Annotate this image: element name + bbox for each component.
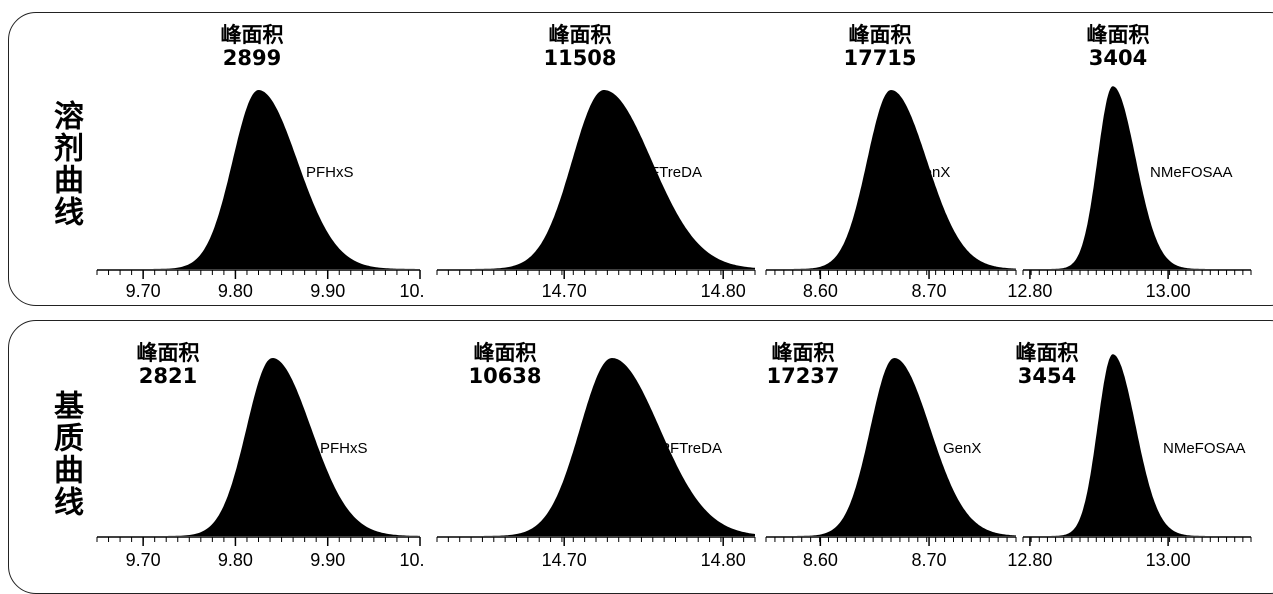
x-tick-label: 10. (399, 281, 424, 301)
peak-area-title: 峰面积 17237 (766, 341, 840, 389)
x-tick-label: 14.70 (542, 550, 587, 570)
x-tick-label: 12.80 (1007, 550, 1052, 570)
peak-area-label: 峰面积 (548, 23, 612, 47)
peak-area-value: 2821 (138, 364, 198, 389)
x-tick-label: 14.80 (701, 550, 746, 570)
peak-area-value: 17237 (766, 364, 840, 389)
x-tick-label: 9.70 (126, 281, 161, 301)
peak-area-title: 峰面积 2899 (220, 23, 284, 71)
compound-label: NMeFOSAA (1163, 440, 1246, 457)
x-tick-label: 9.80 (218, 550, 253, 570)
x-tick-label: 8.70 (912, 281, 947, 301)
peak-area-fill (97, 90, 420, 269)
x-tick-label: 13.00 (1146, 281, 1191, 301)
peak-area-label: 峰面积 (771, 341, 835, 365)
compound-label: PFHxS (320, 440, 368, 457)
x-tick-label: 9.90 (310, 550, 345, 570)
x-tick-label: 9.80 (218, 281, 253, 301)
peak-area-title: 峰面积 11508 (543, 23, 617, 71)
peak-area-fill (437, 90, 755, 269)
peak-area-title: 峰面积 3454 (1015, 341, 1079, 389)
x-tick-label: 13.00 (1146, 550, 1191, 570)
peak-area-label: 峰面积 (220, 23, 284, 47)
peak-area-title: 峰面积 3404 (1086, 23, 1150, 71)
peak-area-label: 峰面积 (136, 341, 200, 365)
x-tick-label: 8.70 (912, 550, 947, 570)
x-tick-label: 12.80 (1007, 281, 1052, 301)
peak-area-value: 11508 (543, 46, 617, 71)
peak-area-fill (97, 358, 420, 536)
peak-area-value: 10638 (468, 364, 542, 389)
peak-area-label: 峰面积 (848, 23, 912, 47)
peak-area-title: 峰面积 2821 (136, 341, 200, 389)
x-tick-label: 9.70 (126, 550, 161, 570)
peak-area-value: 17715 (843, 46, 917, 71)
x-tick-label: 9.90 (310, 281, 345, 301)
peak-area-title: 峰面积 10638 (468, 341, 542, 389)
peak-area-label: 峰面积 (1086, 23, 1150, 47)
peak-area-value: 3454 (1017, 364, 1077, 389)
compound-label: PFHxS (306, 164, 354, 181)
peak-area-fill (766, 90, 1016, 269)
peak-area-fill (437, 358, 755, 536)
peak-area-label: 峰面积 (1015, 341, 1079, 365)
x-tick-label: 10. (399, 550, 424, 570)
x-tick-label: 14.80 (701, 281, 746, 301)
peak-area-value: 2899 (222, 46, 282, 71)
peak-area-fill (766, 358, 1016, 536)
x-tick-label: 14.70 (542, 281, 587, 301)
x-tick-label: 8.60 (803, 550, 838, 570)
peak-area-title: 峰面积 17715 (843, 23, 917, 71)
x-tick-label: 8.60 (803, 281, 838, 301)
row-label-matrix: 基质曲线 (48, 390, 83, 518)
peak-area-label: 峰面积 (473, 341, 537, 365)
compound-label: NMeFOSAA (1150, 164, 1233, 181)
peak-area-fill (1023, 86, 1251, 269)
peak-area-fill (1023, 354, 1251, 536)
row-label-solvent: 溶剂曲线 (48, 100, 83, 228)
compound-label: GenX (943, 440, 982, 457)
compound-label: PFTreDA (660, 440, 722, 457)
peak-area-value: 3404 (1088, 46, 1148, 71)
